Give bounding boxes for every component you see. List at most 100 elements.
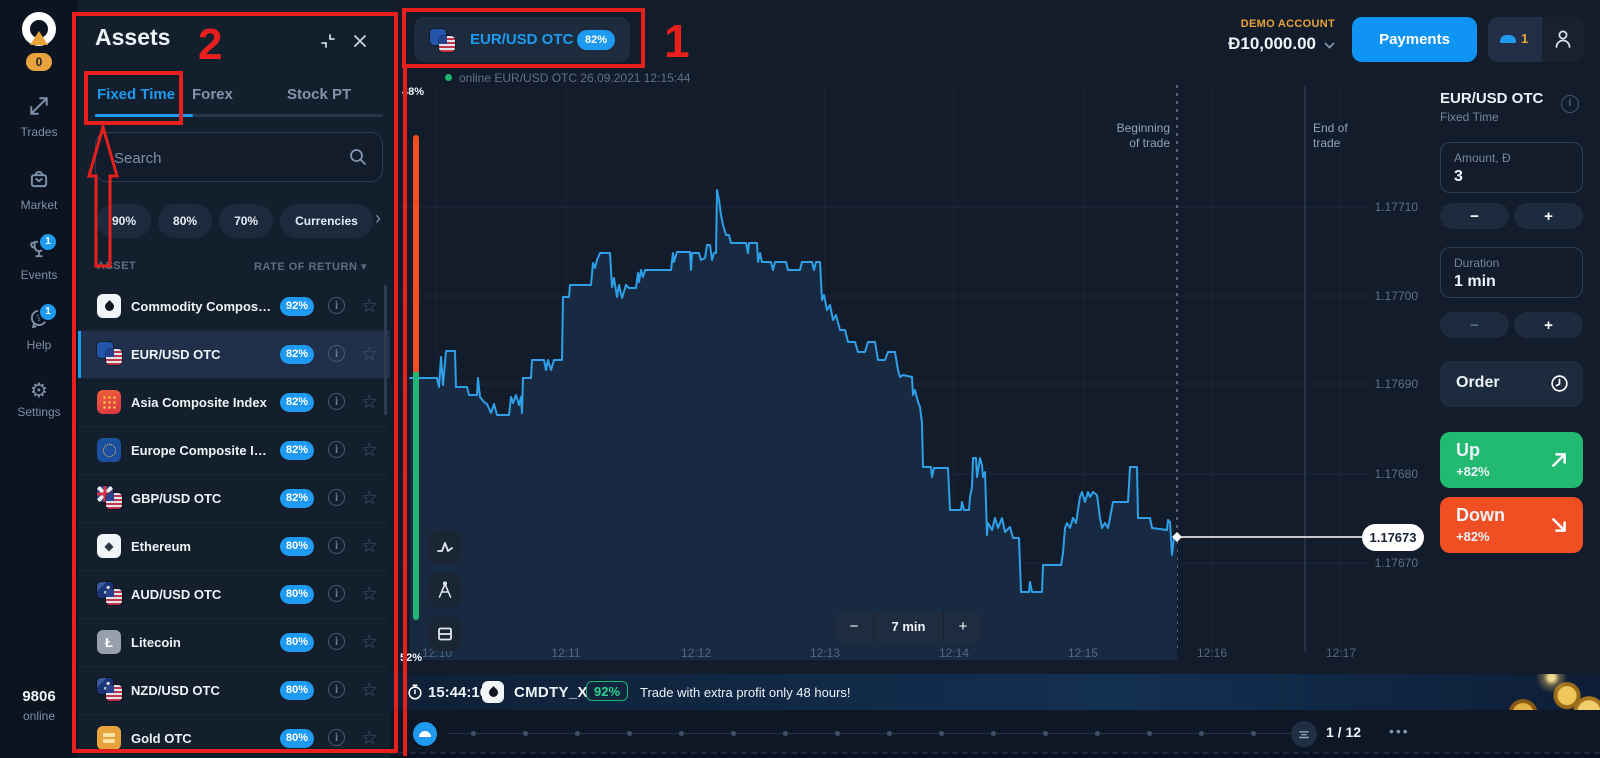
- info-icon[interactable]: i: [328, 537, 345, 554]
- favorite-star-icon[interactable]: ☆: [361, 439, 378, 462]
- help-badge: 1: [38, 302, 58, 322]
- info-icon[interactable]: i: [328, 441, 345, 458]
- asset-row-litecoin[interactable]: ŁLitecoin80%i☆: [78, 619, 390, 667]
- tab-forex[interactable]: Forex: [192, 86, 233, 103]
- sidebar-item-settings[interactable]: ⚙ Settings: [0, 380, 78, 419]
- olymptrade-logo-icon[interactable]: [22, 12, 56, 46]
- asset-row-nzd-usd-otc[interactable]: NZD/USD OTC80%i☆: [78, 667, 390, 715]
- filter-chip-currencies[interactable]: Currencies: [280, 204, 373, 238]
- market-icon: [28, 168, 50, 190]
- info-icon[interactable]: i: [328, 345, 345, 362]
- account-selector[interactable]: DEMO ACCOUNT Đ10,000.00: [1150, 18, 1335, 54]
- timeline-dot: [783, 731, 788, 736]
- help-icon: ? 1: [28, 308, 50, 330]
- asset-row-gold-otc[interactable]: Gold OTC 80% i ☆: [78, 715, 390, 758]
- tab-fixed-time[interactable]: Fixed Time: [97, 86, 175, 103]
- assets-panel: Assets Fixed Time Forex Stock PT 90%80%7…: [78, 0, 390, 758]
- scrollbar-thumb[interactable]: [384, 285, 387, 415]
- promo-banner[interactable]: 15:44:16 CMDTY_X 92% Trade with extra pr…: [390, 674, 1600, 710]
- trades-toggle-button[interactable]: [413, 722, 437, 746]
- drawing-tools-button[interactable]: [428, 573, 462, 607]
- promo-rate-badge: 92%: [586, 681, 628, 701]
- filter-chip-90[interactable]: 90%: [97, 204, 151, 238]
- favorite-star-icon[interactable]: ☆: [361, 583, 378, 606]
- amount-field[interactable]: Amount, Đ 3: [1440, 142, 1583, 193]
- collapse-panel-icon[interactable]: [318, 31, 340, 53]
- info-icon[interactable]: i: [328, 585, 345, 602]
- search-input[interactable]: [112, 145, 336, 171]
- asset-name: Gold OTC: [131, 731, 192, 746]
- favorite-star-icon[interactable]: ☆: [361, 343, 378, 366]
- time-tick-label: 12:16: [1197, 646, 1227, 660]
- close-panel-icon[interactable]: [350, 31, 372, 53]
- sidebar-item-market[interactable]: Market: [0, 168, 78, 212]
- asset-row-commodity-composit[interactable]: Commodity Composit...92%i☆: [78, 283, 390, 331]
- favorite-star-icon[interactable]: ☆: [361, 679, 378, 702]
- info-icon[interactable]: i: [328, 297, 345, 314]
- info-icon[interactable]: i: [328, 393, 345, 410]
- chips-scroll-chevron-icon[interactable]: ›: [375, 208, 381, 229]
- up-label: Up: [1456, 440, 1480, 461]
- search-box: [95, 132, 383, 182]
- favorite-star-icon[interactable]: ☆: [361, 727, 378, 750]
- zoom-out-button[interactable]: −: [835, 612, 873, 642]
- asset-row-ethereum[interactable]: ◆Ethereum80%i☆: [78, 523, 390, 571]
- sentiment-bottom-percent: 52%: [400, 652, 422, 664]
- eurusd-flags-icon: [97, 342, 123, 366]
- zoom-in-button[interactable]: +: [944, 612, 982, 642]
- sentiment-bar-sell: [413, 135, 419, 372]
- pagination-icon-button[interactable]: [1291, 721, 1317, 747]
- time-tick-label: 12:11: [551, 646, 580, 660]
- amount-increase-button[interactable]: +: [1514, 203, 1583, 229]
- filter-chip-70[interactable]: 70%: [219, 204, 273, 238]
- beginning-of-trade-label: Beginning of trade: [1106, 121, 1170, 151]
- asset-row-asia-composite-index[interactable]: Asia Composite Index82%i☆: [78, 379, 390, 427]
- favorite-star-icon[interactable]: ☆: [361, 631, 378, 654]
- duration-decrease-button[interactable]: −: [1440, 312, 1509, 338]
- tab-stock-pt[interactable]: Stock PT: [287, 86, 351, 103]
- timeline-dot: [679, 731, 684, 736]
- info-icon[interactable]: i: [328, 729, 345, 746]
- column-rate-of-return[interactable]: RATE OF RETURN ▾: [254, 260, 367, 273]
- rate-badge: 80%: [280, 537, 314, 556]
- asset-row-aud-usd-otc[interactable]: AUD/USD OTC80%i☆: [78, 571, 390, 619]
- filter-chip-80[interactable]: 80%: [158, 204, 212, 238]
- price-tick-label: 1.17690: [1368, 377, 1418, 391]
- sidebar-item-events[interactable]: 1 Events: [0, 238, 78, 282]
- favorite-star-icon[interactable]: ☆: [361, 295, 378, 318]
- order-button[interactable]: Order: [1440, 361, 1583, 407]
- favorite-star-icon[interactable]: ☆: [361, 487, 378, 510]
- favorite-star-icon[interactable]: ☆: [361, 535, 378, 558]
- asset-row-eur-usd-otc[interactable]: EUR/USD OTC82%i☆: [78, 331, 390, 379]
- notifications-box: 1: [1488, 17, 1584, 62]
- sidebar-item-trades[interactable]: Trades: [0, 95, 78, 139]
- rate-badge: 82%: [280, 489, 314, 508]
- asset-row-europe-composite-index[interactable]: Europe Composite Index82%i☆: [78, 427, 390, 475]
- info-icon[interactable]: i: [1561, 95, 1579, 113]
- info-icon[interactable]: i: [328, 633, 345, 650]
- amount-decrease-button[interactable]: −: [1440, 203, 1509, 229]
- duration-field[interactable]: Duration 1 min: [1440, 247, 1583, 298]
- profile-button[interactable]: [1542, 17, 1584, 62]
- chart-type-button[interactable]: [428, 530, 462, 564]
- litecoin-icon: Ł: [97, 630, 121, 654]
- layout-button[interactable]: [428, 617, 462, 651]
- info-icon[interactable]: i: [328, 681, 345, 698]
- notifications-button[interactable]: 1: [1488, 17, 1542, 62]
- active-asset-tab[interactable]: EUR/USD OTC 82%: [414, 17, 630, 62]
- price-chart[interactable]: [390, 60, 1435, 668]
- up-button[interactable]: Up +82%: [1440, 432, 1583, 488]
- time-tick-label: 12:13: [810, 646, 840, 660]
- favorite-star-icon[interactable]: ☆: [361, 391, 378, 414]
- more-options-ellipsis[interactable]: •••: [1389, 723, 1410, 739]
- duration-increase-button[interactable]: +: [1514, 312, 1583, 338]
- rate-badge: 80%: [280, 729, 314, 748]
- asset-name: Commodity Composit...: [131, 299, 273, 314]
- info-icon[interactable]: i: [328, 489, 345, 506]
- asset-row-gbp-usd-otc[interactable]: GBP/USD OTC82%i☆: [78, 475, 390, 523]
- payments-button[interactable]: Payments: [1352, 17, 1477, 62]
- down-button[interactable]: Down +82%: [1440, 497, 1583, 553]
- sidebar-item-help[interactable]: ? 1 Help: [0, 308, 78, 352]
- eurusd-flags-icon: [430, 29, 456, 53]
- duration-label: Duration: [1454, 256, 1499, 270]
